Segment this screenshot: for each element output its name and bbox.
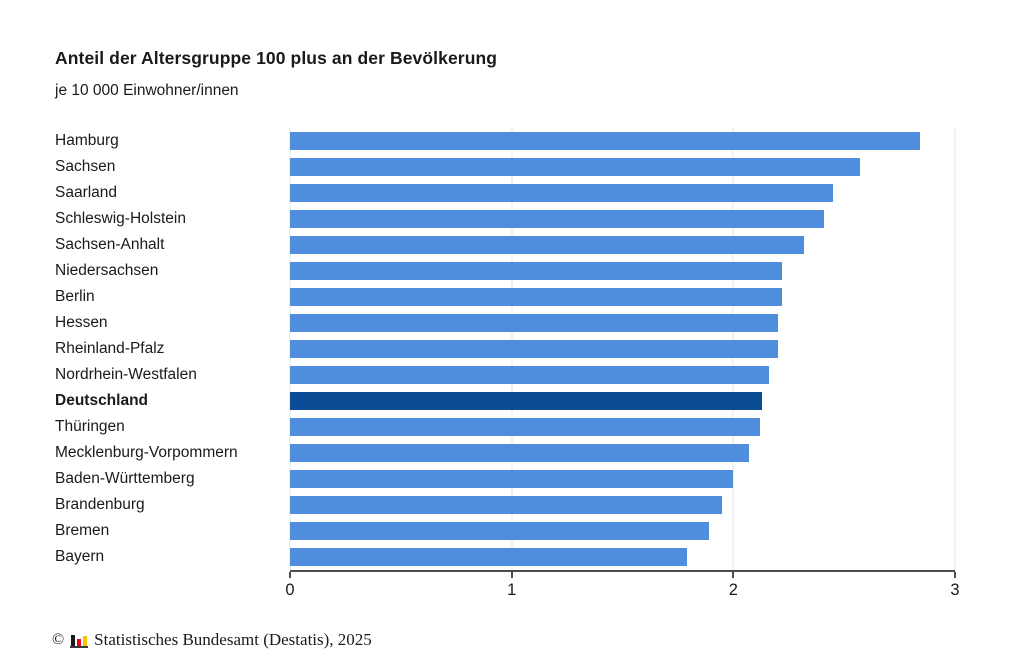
axis-tick-label: 2 <box>728 581 738 599</box>
chart-row: Niedersachsen <box>55 258 955 284</box>
chart-row: Bremen <box>55 518 955 544</box>
bar-track <box>290 284 955 310</box>
chart-row: Sachsen-Anhalt <box>55 232 955 258</box>
chart-row: Brandenburg <box>55 492 955 518</box>
category-label: Deutschland <box>55 392 149 409</box>
bar-track <box>290 206 955 232</box>
category-label: Baden-Württemberg <box>55 470 195 487</box>
logo-bar <box>71 635 76 646</box>
bar <box>290 158 860 176</box>
category-label: Sachsen <box>55 158 116 175</box>
bar-track <box>290 128 955 154</box>
bar-track <box>290 544 955 570</box>
bar-track <box>290 258 955 284</box>
bar <box>290 522 709 540</box>
gridline <box>954 128 956 570</box>
bar-track <box>290 440 955 466</box>
chart-row: Bayern <box>55 544 955 570</box>
bar <box>290 496 723 514</box>
bar <box>290 132 920 150</box>
bar <box>290 340 778 358</box>
category-label: Berlin <box>55 288 95 305</box>
axis-tick <box>732 572 735 578</box>
chart-row: Schleswig-Holstein <box>55 206 955 232</box>
chart-row: Hamburg <box>55 128 955 154</box>
bar <box>290 470 734 488</box>
bar <box>290 548 687 566</box>
chart-page: Anteil der Altersgruppe 100 plus an der … <box>52 48 1024 650</box>
chart-row: Sachsen <box>55 154 955 180</box>
bar <box>290 366 769 384</box>
axis-tick <box>954 572 956 578</box>
bar <box>290 444 749 462</box>
category-label: Hamburg <box>55 132 119 149</box>
bar-track <box>290 232 955 258</box>
bar-track <box>290 336 955 362</box>
category-label: Saarland <box>55 184 118 201</box>
bar-track <box>290 362 955 388</box>
bar <box>290 262 783 280</box>
bar <box>290 184 834 202</box>
chart-row: Baden-Württemberg <box>55 466 955 492</box>
chart-row: Hessen <box>55 310 955 336</box>
chart-rows: Hamburg Sachsen Saarland Schleswig-Holstein… <box>55 128 955 570</box>
chart-row: Saarland <box>55 180 955 206</box>
logo-bar <box>83 636 88 646</box>
axis-tick-label: 3 <box>950 581 960 599</box>
bar-track <box>290 388 955 414</box>
bar-track <box>290 180 955 206</box>
category-label: Nordrhein-Westfalen <box>55 366 197 383</box>
bar <box>290 392 763 410</box>
chart-row: Berlin <box>55 284 955 310</box>
bar-track <box>290 466 955 492</box>
chart-title: Anteil der Altersgruppe 100 plus an der … <box>55 48 498 68</box>
category-label: Thüringen <box>55 418 125 435</box>
category-label: Hessen <box>55 314 108 331</box>
chart-row: Thüringen <box>55 414 955 440</box>
axis-tick <box>289 572 291 578</box>
category-label: Bremen <box>55 522 110 539</box>
category-label: Rheinland-Pfalz <box>55 340 165 357</box>
bar-track <box>290 310 955 336</box>
copyright-symbol: © <box>52 631 65 648</box>
x-axis: 0 1 2 3 <box>285 570 960 606</box>
category-label: Bayern <box>55 548 105 565</box>
bar <box>290 314 778 332</box>
bar <box>290 418 760 436</box>
axis-tick-label: 1 <box>507 581 517 599</box>
category-label: Schleswig-Holstein <box>55 210 186 227</box>
category-label: Sachsen-Anhalt <box>55 236 165 253</box>
chart-row: Mecklenburg-Vorpommern <box>55 440 955 466</box>
category-label: Brandenburg <box>55 496 145 513</box>
destatis-logo-icon <box>70 632 89 648</box>
bar-track <box>290 518 955 544</box>
chart-row: Rheinland-Pfalz <box>55 336 955 362</box>
bar <box>290 210 825 228</box>
bar <box>290 236 805 254</box>
source-text: Statistisches Bundesamt (Destatis), 2025 <box>94 630 372 649</box>
bar-chart: Hamburg Sachsen Saarland Schleswig-Holstein… <box>55 128 960 606</box>
source-footer: © Statistisches Bundesamt (Destatis), 20… <box>52 630 1024 650</box>
category-label: Niedersachsen <box>55 262 159 279</box>
logo-bar <box>77 639 82 646</box>
bar-track <box>290 492 955 518</box>
chart-subtitle: je 10 000 Einwohner/innen <box>55 82 239 99</box>
chart-row: Deutschland <box>55 388 955 414</box>
bar <box>290 288 783 306</box>
bar-track <box>290 154 955 180</box>
category-label: Mecklenburg-Vorpommern <box>55 444 238 461</box>
axis-tick <box>510 572 513 578</box>
bar-track <box>290 414 955 440</box>
chart-row: Nordrhein-Westfalen <box>55 362 955 388</box>
axis-tick-label: 0 <box>285 581 295 599</box>
